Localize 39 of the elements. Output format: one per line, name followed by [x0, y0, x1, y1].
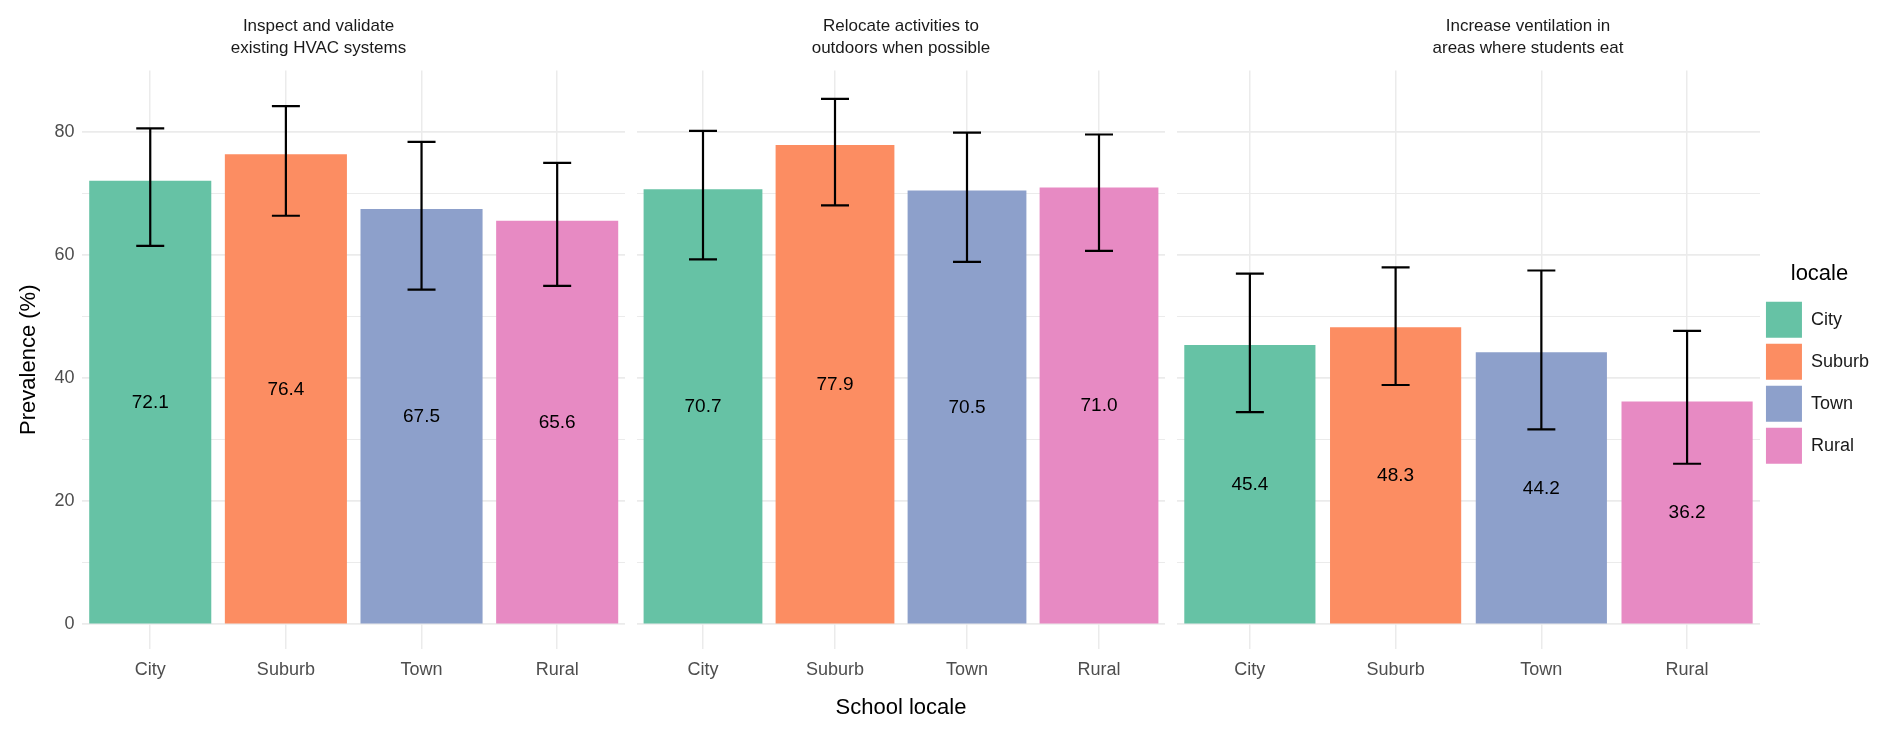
y-tick-label: 80 — [54, 121, 75, 142]
y-tick-label: 40 — [54, 367, 75, 388]
x-tick-label: Suburb — [256, 658, 315, 679]
data-label: 70.5 — [948, 395, 986, 417]
legend-label: Rural — [1810, 434, 1854, 455]
data-label: 48.3 — [1377, 463, 1415, 485]
x-tick-label: City — [1234, 658, 1266, 679]
x-tick-label: Rural — [535, 658, 579, 679]
legend-title: locale — [1790, 260, 1849, 286]
data-label: 45.4 — [1231, 472, 1269, 494]
legend-label: City — [1810, 308, 1842, 329]
data-label: 76.4 — [267, 377, 305, 399]
legend-label: Suburb — [1810, 350, 1869, 371]
data-label: 71.0 — [1080, 394, 1118, 416]
x-tick-label: Suburb — [805, 658, 865, 679]
data-label: 67.5 — [403, 404, 441, 426]
x-tick-label: City — [134, 658, 166, 679]
legend-label: Town — [1810, 392, 1853, 413]
chart-title: Inspect and validate existing HVAC systems — [230, 16, 407, 57]
data-label: 72.1 — [131, 390, 169, 412]
data-label: 65.6 — [538, 410, 576, 432]
data-label: 77.9 — [816, 372, 854, 394]
y-tick-label: 0 — [64, 613, 75, 634]
x-tick-label: Rural — [1665, 658, 1709, 679]
chart-title: Relocate activities to outdoors when possible — [811, 16, 991, 57]
data-label: 44.2 — [1522, 476, 1560, 498]
x-axis-title: School locale — [835, 693, 967, 719]
x-tick-label: Town — [400, 658, 443, 679]
x-tick-label: City — [687, 658, 719, 679]
y-tick-label: 20 — [54, 490, 75, 511]
data-label: 36.2 — [1668, 501, 1706, 523]
y-axis-title: Prevalence (%) — [15, 284, 41, 435]
y-tick-label: 60 — [54, 244, 75, 265]
data-label: 70.7 — [684, 395, 722, 417]
chart-title: Increase ventilation in areas where students eat — [1432, 16, 1624, 57]
x-tick-label: Rural — [1077, 658, 1121, 679]
x-tick-label: Suburb — [1366, 658, 1425, 679]
x-tick-label: Town — [945, 658, 989, 679]
x-tick-label: Town — [1520, 658, 1563, 679]
